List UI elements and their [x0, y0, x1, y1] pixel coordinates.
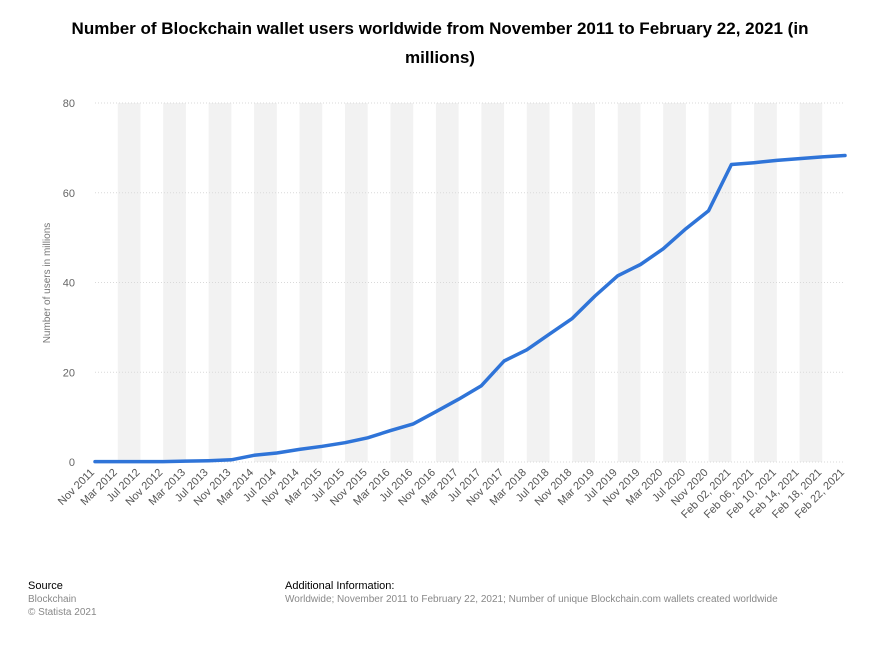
- data-point[interactable]: [274, 450, 280, 456]
- plot-band: [754, 103, 777, 462]
- series-group: [92, 153, 848, 465]
- data-point[interactable]: [842, 153, 848, 159]
- data-point[interactable]: [478, 383, 484, 389]
- data-point[interactable]: [160, 459, 166, 465]
- data-point[interactable]: [637, 262, 643, 268]
- plot-band: [572, 103, 595, 462]
- data-point[interactable]: [569, 315, 575, 321]
- data-point[interactable]: [728, 161, 734, 167]
- plot-band: [208, 103, 232, 462]
- data-point[interactable]: [251, 452, 257, 458]
- y-tick-label: 80: [63, 98, 75, 110]
- data-point[interactable]: [115, 459, 121, 465]
- data-point[interactable]: [319, 443, 325, 449]
- data-point[interactable]: [615, 273, 621, 279]
- data-point[interactable]: [410, 421, 416, 427]
- copyright: © Statista 2021: [28, 607, 97, 618]
- y-tick-label: 40: [63, 278, 75, 290]
- data-point[interactable]: [706, 208, 712, 214]
- data-point[interactable]: [456, 396, 462, 402]
- data-point[interactable]: [297, 446, 303, 452]
- additional-info-text: Worldwide; November 2011 to February 22,…: [285, 594, 778, 605]
- data-point[interactable]: [797, 156, 803, 162]
- data-point[interactable]: [228, 457, 234, 463]
- data-point[interactable]: [183, 458, 189, 464]
- data-point[interactable]: [387, 428, 393, 434]
- source-block: Source Blockchain © Statista 2021: [28, 580, 97, 619]
- y-axis-ticks: 0 20 40 60 80: [63, 98, 75, 469]
- additional-info-block: Additional Information: Worldwide; Novem…: [285, 580, 778, 606]
- data-point[interactable]: [547, 331, 553, 337]
- y-tick-label: 0: [69, 457, 75, 469]
- plot-band: [481, 103, 505, 462]
- y-axis-label: Number of users in millions: [42, 223, 53, 344]
- source-heading: Source: [28, 580, 63, 592]
- series-line: [93, 153, 847, 464]
- y-tick-label: 60: [63, 188, 75, 200]
- plot-band: [526, 103, 550, 462]
- plot-band: [163, 103, 186, 462]
- plot-band: [254, 103, 277, 462]
- data-point[interactable]: [592, 293, 598, 299]
- data-point[interactable]: [433, 409, 439, 415]
- chart-title: Number of Blockchain wallet users worldw…: [71, 19, 809, 67]
- data-point[interactable]: [683, 226, 689, 232]
- data-point[interactable]: [92, 459, 98, 465]
- data-point[interactable]: [342, 440, 348, 446]
- plot-band: [799, 103, 823, 462]
- data-point[interactable]: [819, 154, 825, 160]
- data-point[interactable]: [660, 246, 666, 252]
- data-point[interactable]: [501, 358, 507, 364]
- data-point[interactable]: [774, 157, 780, 163]
- data-point[interactable]: [524, 347, 530, 353]
- data-point[interactable]: [206, 458, 212, 464]
- data-point[interactable]: [137, 459, 143, 465]
- data-point[interactable]: [365, 435, 371, 441]
- data-point[interactable]: [751, 160, 757, 166]
- additional-info-heading: Additional Information:: [285, 580, 395, 592]
- gridlines: [95, 102, 845, 463]
- source-name[interactable]: Blockchain: [28, 594, 77, 605]
- y-tick-label: 20: [63, 367, 75, 379]
